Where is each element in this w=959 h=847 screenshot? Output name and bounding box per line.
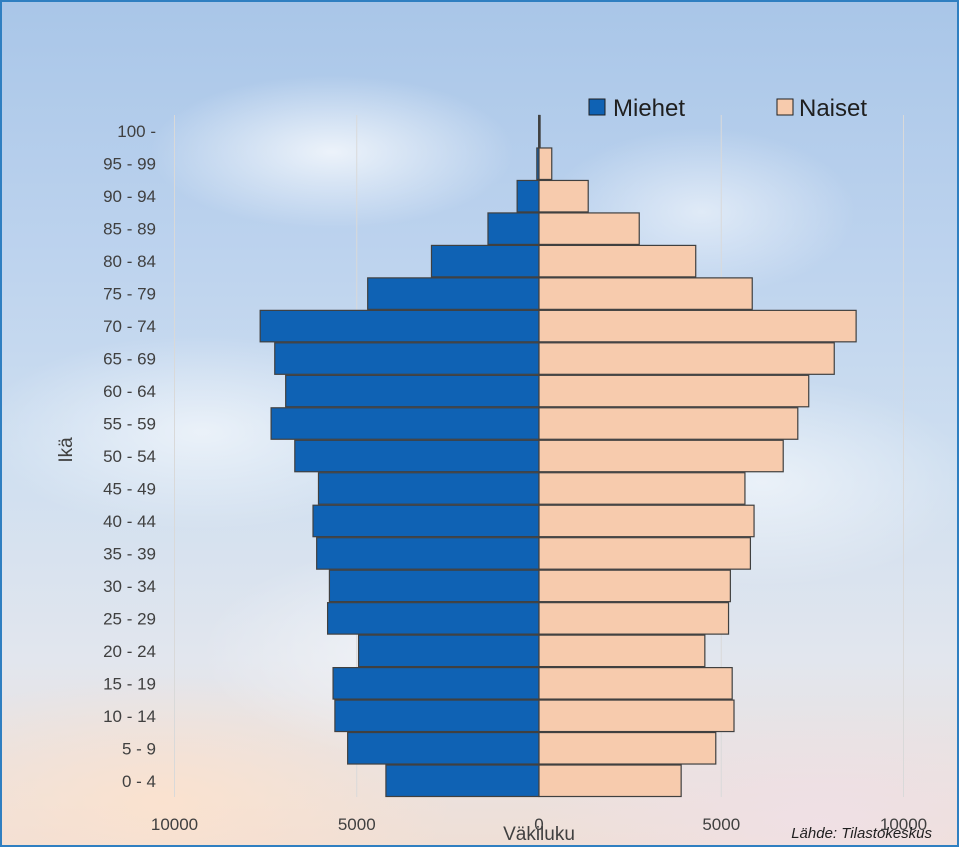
y-tick-label: 100 - — [117, 122, 156, 141]
bar-naiset — [538, 764, 682, 798]
bar-naiset — [538, 244, 697, 278]
bar-naiset — [538, 537, 752, 570]
bar-miehet — [357, 634, 540, 668]
bar-miehet — [274, 342, 540, 375]
bar-naiset — [538, 634, 706, 668]
y-tick-label: 85 - 89 — [103, 220, 156, 239]
bar-miehet — [285, 374, 540, 408]
y-tick-label: 55 - 59 — [103, 415, 156, 434]
bar-miehet — [328, 569, 540, 603]
y-tick-label: 60 - 64 — [103, 382, 156, 401]
bar-naiset — [538, 731, 717, 765]
bar-naiset — [538, 309, 857, 343]
bar-miehet — [294, 439, 540, 473]
bar-miehet — [270, 407, 540, 440]
y-tick-label: 70 - 74 — [103, 317, 156, 336]
bar-miehet — [332, 666, 540, 700]
y-tick-label: 30 - 34 — [103, 577, 156, 596]
y-tick-label: 25 - 29 — [103, 609, 156, 628]
bar-miehet — [367, 277, 540, 310]
y-tick-label: 15 - 19 — [103, 674, 156, 693]
y-tick-label: 5 - 9 — [122, 739, 156, 758]
bar-miehet — [316, 537, 540, 570]
y-tick-label: 45 - 49 — [103, 479, 156, 498]
x-tick-label: 0 — [534, 815, 543, 834]
bar-naiset — [538, 407, 799, 440]
x-tick-label: 10000 — [151, 815, 198, 834]
bar-miehet — [516, 179, 540, 213]
bar-naiset — [538, 147, 553, 181]
bar-miehet — [259, 309, 540, 343]
bar-naiset — [538, 277, 753, 310]
bar-naiset — [538, 212, 640, 246]
y-tick-label: 75 - 79 — [103, 285, 156, 304]
source-note: Lähde: Tilastokeskus — [791, 825, 932, 842]
legend-swatch-naiset — [776, 98, 794, 116]
y-tick-label: 80 - 84 — [103, 252, 156, 271]
bar-miehet — [312, 504, 540, 538]
bar-miehet — [487, 212, 540, 246]
bar-naiset — [538, 374, 810, 408]
bar-miehet — [334, 699, 540, 733]
y-tick-label: 50 - 54 — [103, 447, 156, 466]
legend-swatch-miehet — [588, 98, 606, 116]
bar-naiset — [538, 504, 755, 538]
legend-label-naiset: Naiset — [799, 95, 867, 122]
y-tick-label: 90 - 94 — [103, 187, 156, 206]
bar-miehet — [317, 472, 540, 505]
bar-miehet — [326, 602, 540, 635]
bar-miehet — [430, 244, 540, 278]
y-tick-label: 35 - 39 — [103, 544, 156, 563]
bar-naiset — [538, 439, 784, 473]
bar-naiset — [538, 179, 589, 213]
y-tick-label: 40 - 44 — [103, 512, 156, 531]
bar-naiset — [538, 602, 730, 635]
bar-naiset — [538, 342, 835, 375]
x-tick-label: 10000 — [880, 815, 927, 834]
bar-naiset — [538, 666, 733, 700]
bar-miehet — [347, 731, 540, 765]
y-tick-label: 95 - 99 — [103, 155, 156, 174]
legend: Miehet Naiset — [588, 95, 867, 122]
bar-naiset — [538, 114, 541, 148]
y-tick-label: 20 - 24 — [103, 642, 156, 661]
legend-label-miehet: Miehet — [613, 95, 685, 122]
x-axis-title: Väkiluku — [503, 824, 575, 845]
x-tick-label: 5000 — [702, 815, 740, 834]
bar-miehet — [385, 764, 540, 798]
x-tick-label: 5000 — [338, 815, 376, 834]
y-axis-title: Ikä — [56, 437, 77, 463]
bar-naiset — [538, 569, 731, 603]
y-tick-label: 0 - 4 — [122, 772, 156, 791]
bar-naiset — [538, 699, 735, 733]
y-tick-label: 65 - 69 — [103, 350, 156, 369]
y-tick-label: 10 - 14 — [103, 707, 156, 726]
bar-naiset — [538, 472, 746, 505]
